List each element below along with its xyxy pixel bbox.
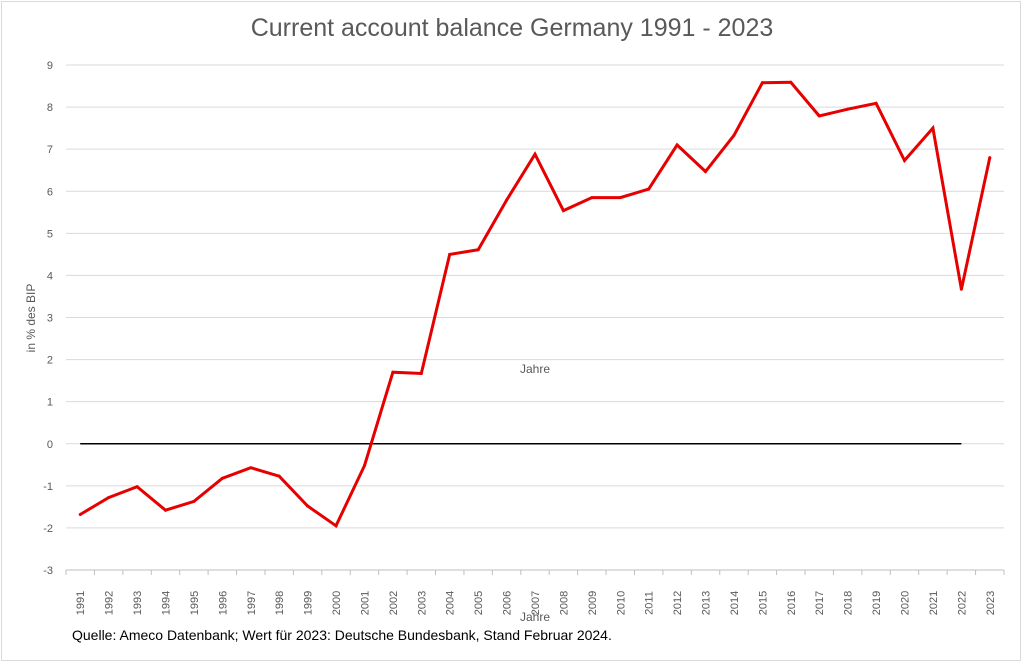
data-point [618,196,622,200]
x-tick-label: 1993 [132,591,144,615]
y-tick-label: -2 [43,523,53,535]
x-tick-label: 2012 [672,591,684,615]
data-point [306,504,310,508]
y-tick-label: 6 [47,186,53,198]
y-tick-label: 5 [47,228,53,240]
x-tick-label: 1999 [303,591,315,615]
series-layer [78,80,992,529]
data-point [476,248,480,252]
data-point [334,524,338,528]
data-point [505,198,509,202]
x-tick-label: 2019 [871,591,883,615]
x-tick-label: 1997 [246,591,258,615]
x-tick-label: 2002 [388,591,400,615]
y-tick-label: 2 [47,355,53,367]
x-tick-label: 1995 [189,591,201,615]
data-point [732,133,736,137]
data-point [846,107,850,111]
data-point [561,209,565,213]
y-tick-label: -3 [43,565,53,577]
x-tick-label: 2011 [644,591,656,615]
x-tick-label: 2001 [359,591,371,615]
x-tick-label: 2022 [956,591,968,615]
y-tick-label: 4 [47,270,53,282]
y-tick-label: 1 [47,397,53,409]
x-tick-label: 2004 [445,591,457,615]
source-note: Quelle: Ameco Datenbank; Wert für 2023: … [72,627,612,643]
x-tick-label: 2010 [615,591,627,615]
x-tick-label: 2015 [757,591,769,615]
y-tick-label: 8 [47,102,53,114]
chart-title: Current account balance Germany 1991 - 2… [250,14,774,42]
x-tick-label: 2023 [985,591,997,615]
data-point [903,159,907,163]
data-point [874,101,878,105]
data-point [163,508,167,512]
data-point [760,81,764,85]
x-axis: 1991 1992 1993 1994 1995 1996 1997 1998 1999 2000… [65,569,1005,615]
x-tick-label: 2014 [729,591,741,615]
x-tick-label: 2017 [814,591,826,615]
data-point [277,474,281,478]
data-point [675,143,679,147]
x-tick-label: 1992 [104,591,116,615]
data-point [959,287,963,291]
x-axis-label: Jahre [519,362,551,376]
x-tick-label: 2008 [558,591,570,615]
x-tick-label: 1991 [75,591,87,615]
x-tick-label: 2000 [331,591,343,615]
x-tick-label: 2021 [928,591,940,615]
data-point [448,252,452,256]
data-point [78,512,82,516]
gridlines [66,64,1004,571]
x-tick-label: 1998 [274,591,286,615]
data-point [249,466,253,470]
data-point [192,499,196,503]
data-point [789,80,793,84]
data-point [362,464,366,468]
x-tick-label: 2006 [502,591,514,615]
data-point [817,114,821,118]
data-point [220,476,224,480]
data-point [135,485,139,489]
x-tick-label: 2013 [701,591,713,615]
y-tick-label: 0 [47,439,53,451]
data-point [988,156,992,160]
x-tick-label: 2020 [900,591,912,615]
data-point [533,152,537,156]
data-point [391,370,395,374]
data-point [107,496,111,500]
y-tick-label: 7 [47,144,53,156]
x-tick-label: 2003 [416,591,428,615]
data-point [704,169,708,173]
y-tick-labels: -3 -2 -1 0 1 2 3 4 5 6 7 8 9 [43,60,53,577]
data-point [931,126,935,130]
x-tick-label: 2009 [587,591,599,615]
x-tick-label: 1994 [160,591,172,615]
data-point [647,187,651,191]
data-point [419,371,423,375]
x-tick-label: 1996 [217,591,229,615]
x-tick-label: 2005 [473,591,485,615]
y-tick-label: 9 [47,60,53,72]
x-tick-label: 2018 [843,591,855,615]
x-axis-label-bottom: Jahre [519,610,551,624]
y-tick-label: 3 [47,313,53,325]
data-point [590,196,594,200]
x-tick-label: 2007 [530,591,542,615]
y-tick-label: -1 [43,481,53,493]
x-tick-label: 2016 [786,591,798,615]
